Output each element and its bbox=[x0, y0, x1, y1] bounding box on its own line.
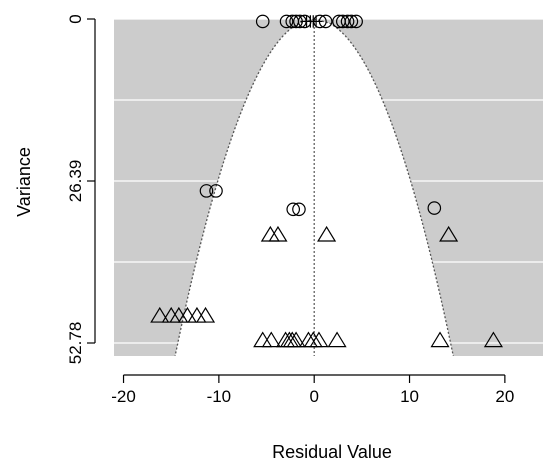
data-point-triangle bbox=[261, 331, 281, 348]
y-tick-label: 26.39 bbox=[66, 160, 85, 203]
data-point-triangle bbox=[327, 331, 347, 348]
axes: -20 -10 0 10 20 0 26.39 52.78 bbox=[66, 14, 514, 406]
data-point-circle bbox=[340, 14, 355, 29]
data-point-triangle bbox=[268, 225, 288, 242]
data-point-circle bbox=[279, 14, 294, 29]
data-point-circle bbox=[209, 184, 223, 198]
data-point-triangle bbox=[439, 225, 459, 242]
data-point-cross bbox=[309, 15, 323, 28]
data-point-triangle bbox=[150, 306, 170, 323]
y-axis-label: Variance bbox=[14, 147, 34, 217]
data-point-triangle bbox=[177, 306, 197, 323]
x-tick-label: 10 bbox=[400, 387, 419, 406]
y-tick-label: 52.78 bbox=[66, 322, 85, 365]
data-points bbox=[150, 14, 503, 348]
x-tick-label: 20 bbox=[495, 387, 514, 406]
data-point-triangle bbox=[430, 331, 450, 348]
data-point-circle bbox=[344, 14, 359, 29]
x-tick-label: -20 bbox=[111, 387, 136, 406]
data-point-triangle bbox=[483, 331, 503, 348]
data-point-triangle bbox=[309, 331, 329, 348]
y-tick-label: 0 bbox=[66, 14, 85, 23]
plot-area bbox=[114, 18, 543, 356]
data-point-circle bbox=[349, 14, 363, 29]
data-point-circle bbox=[335, 14, 350, 29]
data-point-circle bbox=[427, 201, 442, 215]
data-point-circle bbox=[255, 14, 270, 29]
data-point-circle bbox=[199, 184, 214, 198]
data-point-triangle bbox=[317, 225, 337, 242]
x-axis-label: Residual Value bbox=[272, 442, 392, 462]
x-tick-label: 0 bbox=[309, 387, 318, 406]
data-point-circle bbox=[286, 202, 301, 217]
data-point-triangle bbox=[195, 306, 216, 323]
data-point-circle bbox=[292, 202, 306, 217]
x-tick-label: -10 bbox=[207, 387, 232, 406]
data-point-triangle bbox=[286, 331, 306, 348]
